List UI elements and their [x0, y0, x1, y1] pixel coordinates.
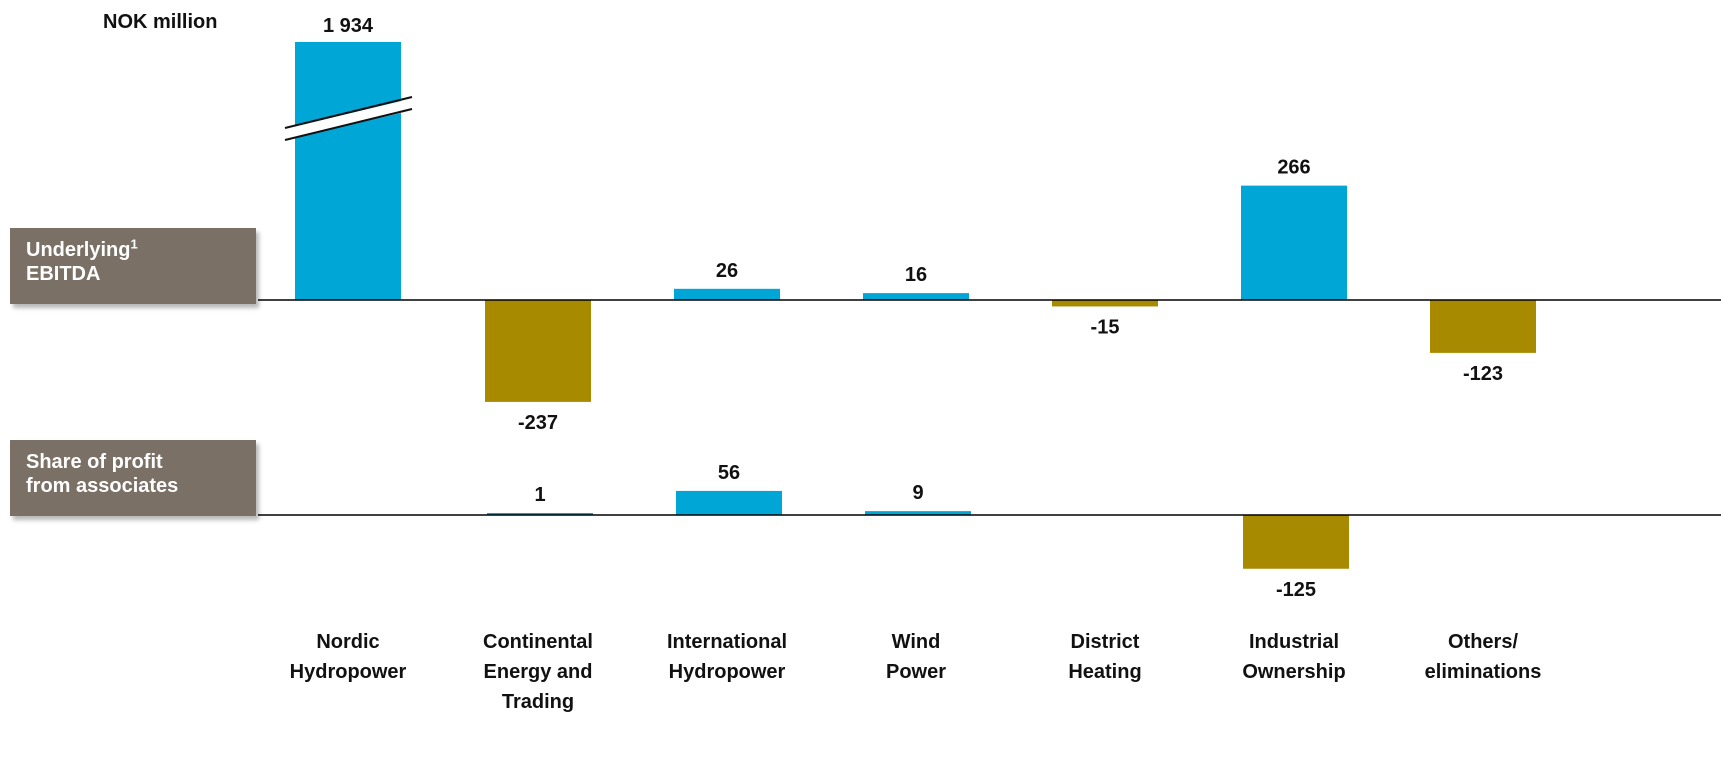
data-label-ebitda: 16 [905, 264, 927, 286]
bar-ebitda [674, 288, 780, 300]
data-label-associates: 56 [718, 462, 740, 484]
series-label-line2: EBITDA [26, 263, 101, 285]
unit-label: NOK million [103, 11, 218, 33]
category-label: Hydropower [669, 661, 786, 683]
data-label-ebitda: 1 934 [323, 15, 374, 37]
bar-associates [1243, 515, 1349, 569]
category-label: Energy and [484, 661, 593, 683]
category-label: District [1071, 631, 1140, 653]
series-label-line2: from associates [26, 475, 179, 497]
bar-ebitda [863, 293, 969, 300]
axis-break-line [284, 96, 413, 129]
category-label: Continental [483, 631, 593, 653]
category-label: Ownership [1242, 661, 1345, 683]
category-label: Industrial [1249, 631, 1339, 653]
series-label-line1: Share of profit [26, 451, 163, 473]
category-label: International [667, 631, 787, 653]
category-label: Wind [892, 631, 941, 653]
data-label-associates: 9 [912, 482, 923, 504]
series-label-share-of-profit: Share of profit from associates [10, 440, 256, 516]
category-label: Nordic [316, 631, 379, 653]
category-label: Others/ [1448, 631, 1518, 653]
data-label-associates: 1 [534, 484, 545, 506]
axis-break-gap [280, 97, 418, 141]
category-label: Hydropower [290, 661, 407, 683]
bar-ebitda [1052, 300, 1158, 307]
category-label: Power [886, 661, 946, 683]
bar-associates [487, 513, 593, 515]
footnote-marker: 1 [130, 236, 138, 252]
data-label-ebitda: 266 [1277, 157, 1310, 179]
series-label-underlying-ebitda: Underlying1 EBITDA [10, 228, 256, 304]
series-label-line1: Underlying [26, 239, 131, 261]
bar-associates [865, 511, 971, 515]
data-label-ebitda: -237 [518, 412, 558, 434]
category-label: eliminations [1425, 661, 1542, 683]
bar-ebitda [1241, 185, 1347, 300]
category-label: Heating [1068, 661, 1141, 683]
axis-break-line [284, 108, 413, 141]
category-label: Trading [502, 691, 574, 713]
data-label-ebitda: -15 [1091, 316, 1120, 338]
bar-ebitda-nordic-hydropower [295, 42, 401, 300]
bar-ebitda [1430, 300, 1536, 353]
data-label-ebitda: -123 [1463, 363, 1503, 385]
data-label-associates: -125 [1276, 579, 1316, 601]
bar-ebitda [485, 300, 591, 402]
data-label-ebitda: 26 [716, 260, 738, 282]
bar-associates [676, 490, 782, 515]
